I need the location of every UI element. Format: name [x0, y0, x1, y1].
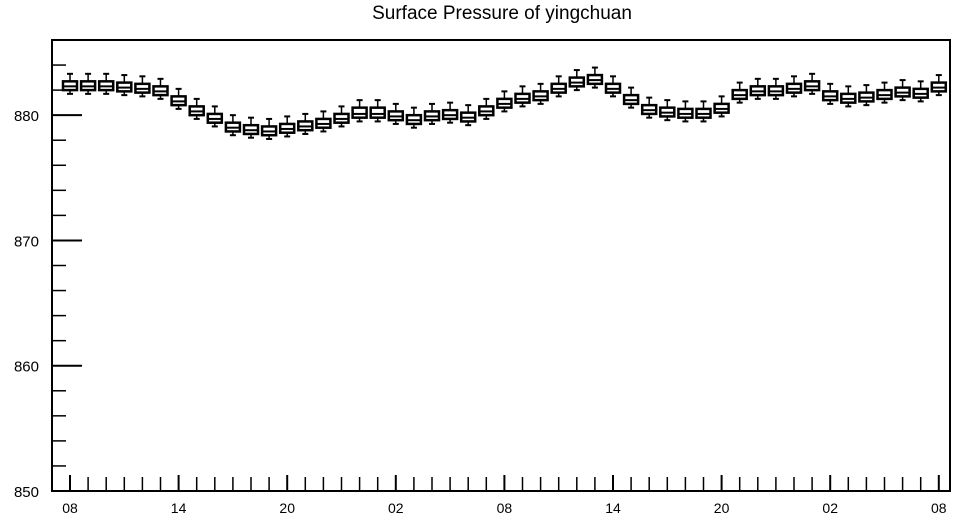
box-plot [713, 95, 730, 118]
box-plot [116, 74, 133, 97]
box-series [61, 66, 948, 140]
box-plot [695, 100, 712, 123]
x-tick-label: 14 [605, 500, 621, 516]
box-plot [514, 85, 531, 108]
y-axis: 850 860 870 880 [14, 64, 82, 501]
box-plot [224, 114, 242, 137]
box-plot [532, 82, 549, 105]
box-plot [242, 116, 260, 139]
x-axis: 08 14 20 02 08 14 20 02 08 [62, 475, 947, 516]
x-tick-label: 20 [714, 500, 730, 516]
x-tick-label: 08 [62, 500, 78, 516]
box-plot [405, 106, 423, 129]
box-plot [803, 72, 821, 95]
box-plot [134, 75, 151, 98]
box-plot [749, 77, 767, 100]
box-plot [188, 97, 205, 120]
box-plot [459, 104, 477, 127]
box-plot [858, 84, 875, 107]
box-plot [731, 81, 748, 104]
y-tick-label: 870 [14, 233, 39, 250]
box-plot [604, 75, 622, 98]
box-plot [170, 87, 187, 110]
box-plot [387, 102, 405, 125]
box-plot [821, 82, 839, 105]
box-plot [840, 85, 857, 108]
box-plot [568, 69, 586, 92]
x-tick-label: 20 [279, 500, 295, 516]
chart-title: Surface Pressure of yingchuan [372, 3, 632, 24]
box-plot [152, 77, 169, 100]
y-tick-label: 880 [14, 108, 39, 125]
box-plot [278, 115, 296, 138]
x-tick-label: 08 [497, 500, 513, 516]
box-plot [206, 105, 224, 128]
box-plot [441, 101, 459, 124]
box-plot [423, 102, 441, 125]
y-tick-label: 860 [14, 359, 39, 376]
box-plot [677, 100, 694, 123]
box-plot [785, 75, 803, 98]
box-plot [297, 112, 314, 135]
box-plot [767, 77, 785, 100]
box-plot [351, 99, 368, 123]
box-plot [894, 79, 911, 102]
x-tick-label: 08 [931, 500, 947, 516]
y-tick-label: 850 [14, 484, 39, 501]
box-plot [912, 80, 929, 103]
box-plot [640, 96, 658, 119]
box-body [351, 106, 368, 119]
box-plot [496, 90, 513, 113]
box-body [369, 106, 386, 119]
box-plot [61, 72, 79, 95]
box-plot [586, 66, 604, 89]
x-tick-label: 14 [171, 500, 187, 516]
box-plot [659, 99, 676, 122]
box-plot [315, 110, 332, 133]
x-tick-label: 02 [388, 500, 404, 516]
box-plot [79, 72, 97, 95]
box-plot [550, 75, 567, 98]
box-plot [369, 99, 386, 123]
box-plot [930, 74, 948, 97]
box-plot [260, 117, 278, 140]
x-tick-label: 02 [822, 500, 838, 516]
box-plot [478, 97, 495, 120]
box-plot [333, 105, 350, 128]
box-plot [876, 81, 893, 104]
box-plot [97, 72, 115, 95]
box-plot [622, 86, 640, 109]
